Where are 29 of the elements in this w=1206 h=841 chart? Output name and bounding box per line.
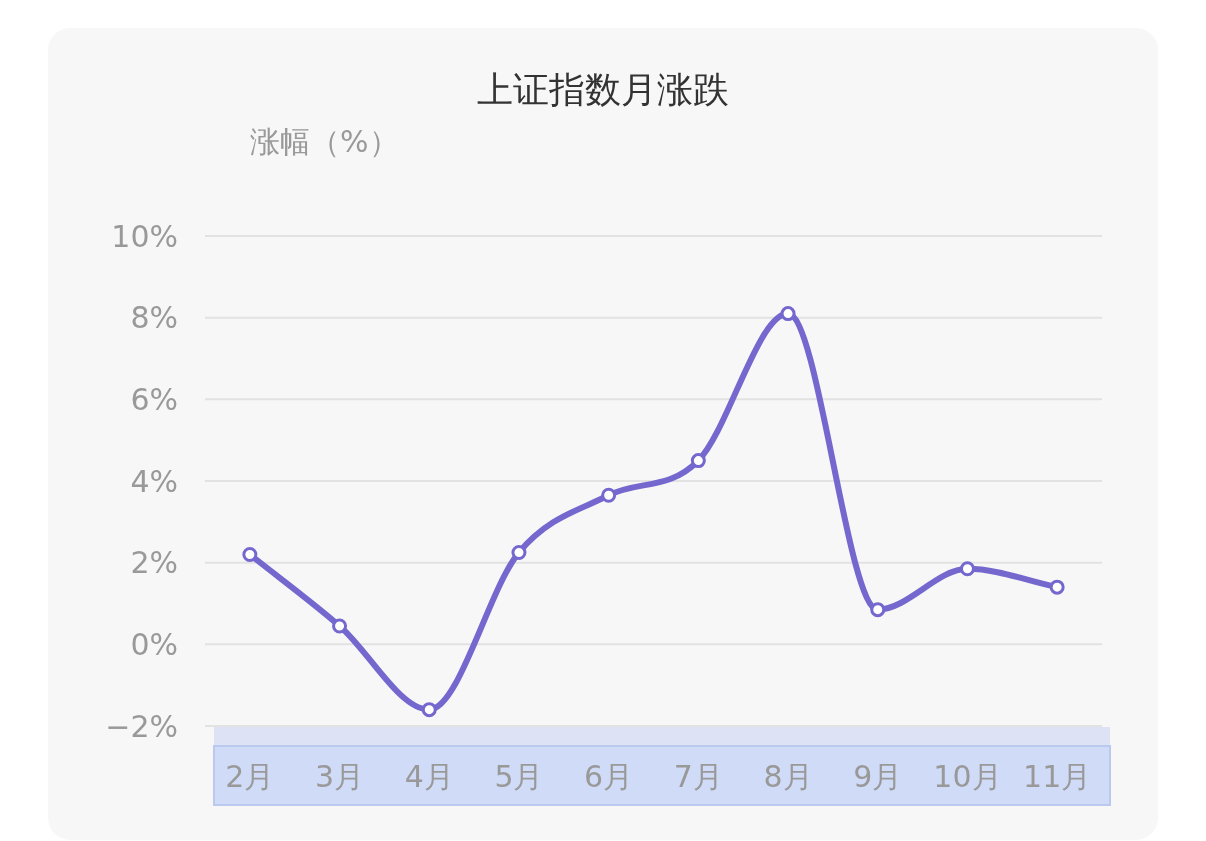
point xyxy=(332,618,348,634)
y-tick-label: 2% xyxy=(130,545,178,581)
point xyxy=(1049,579,1065,595)
y-axis-title: 涨幅（%） xyxy=(250,124,399,159)
x-tick-label: 4月 xyxy=(404,758,454,794)
x-tick-label: 2月 xyxy=(225,758,275,794)
point xyxy=(511,544,527,560)
x-tick-label: 9月 xyxy=(853,758,903,794)
y-tick-label: 8% xyxy=(130,300,178,336)
y-tick-label: 6% xyxy=(130,381,178,417)
point xyxy=(690,453,706,469)
x-tick-label: 10月 xyxy=(933,758,1002,794)
point xyxy=(870,602,886,618)
x-tick-label: 5月 xyxy=(494,758,544,794)
y-tick-label: 10% xyxy=(111,218,178,254)
x-tick-label: 3月 xyxy=(315,758,365,794)
point xyxy=(601,487,617,503)
y-tick-label: 0% xyxy=(130,626,178,662)
x-tick-label: 6月 xyxy=(584,758,634,794)
point xyxy=(421,702,437,718)
point xyxy=(780,306,796,322)
point xyxy=(959,561,975,577)
x-tick-label: 8月 xyxy=(763,758,813,794)
x-tick-label: 7月 xyxy=(673,758,723,794)
y-tick-label: 4% xyxy=(130,463,178,499)
point xyxy=(242,547,258,562)
chart-title: 上证指数月涨跌 xyxy=(477,69,729,110)
x-tick-label: 11月 xyxy=(1023,758,1092,794)
y-tick-label: −2% xyxy=(105,708,178,744)
